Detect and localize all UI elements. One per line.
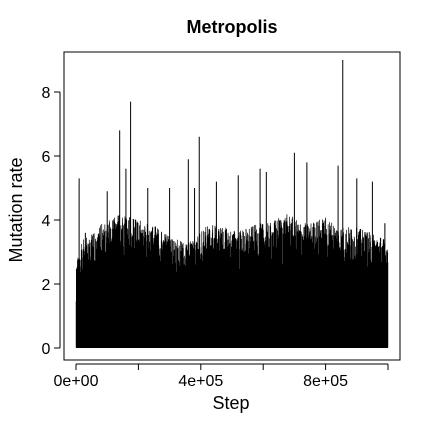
trace-series [75, 60, 389, 348]
x-tick-label: 0e+00 [54, 373, 99, 390]
y-tick-label: 0 [42, 341, 51, 358]
y-tick-label: 2 [42, 277, 51, 294]
y-tick-label: 6 [42, 149, 51, 166]
y-axis: 0 2 4 6 8 [42, 85, 61, 358]
chart-title: Metropolis [186, 17, 277, 37]
x-axis: 0e+00 4e+05 8e+05 [54, 363, 389, 390]
x-axis-label: Step [212, 393, 249, 413]
y-axis-label: Mutation rate [6, 157, 26, 262]
y-tick-label: 8 [42, 85, 51, 102]
plot-frame [63, 51, 401, 361]
y-tick-label: 4 [42, 213, 51, 230]
x-tick-label: 4e+05 [178, 373, 223, 390]
x-tick-label: 8e+05 [303, 373, 348, 390]
trace-envelope [75, 214, 389, 348]
